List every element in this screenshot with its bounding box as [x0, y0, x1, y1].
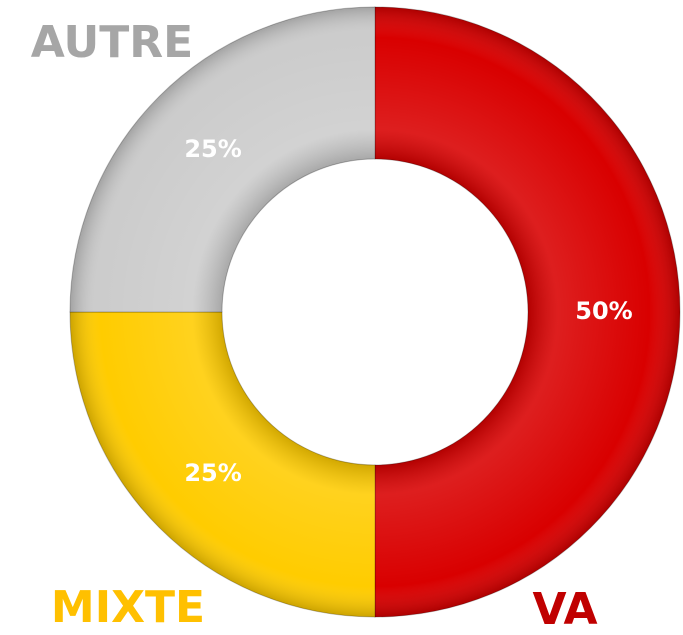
value-label: 25%: [184, 135, 241, 163]
category-label: MIXTE: [51, 582, 205, 633]
category-label: VA: [532, 584, 597, 635]
category-label: AUTRE: [31, 17, 193, 68]
donut-slice: [374, 6, 681, 618]
value-label: 50%: [575, 297, 632, 325]
value-label: 25%: [184, 459, 241, 487]
